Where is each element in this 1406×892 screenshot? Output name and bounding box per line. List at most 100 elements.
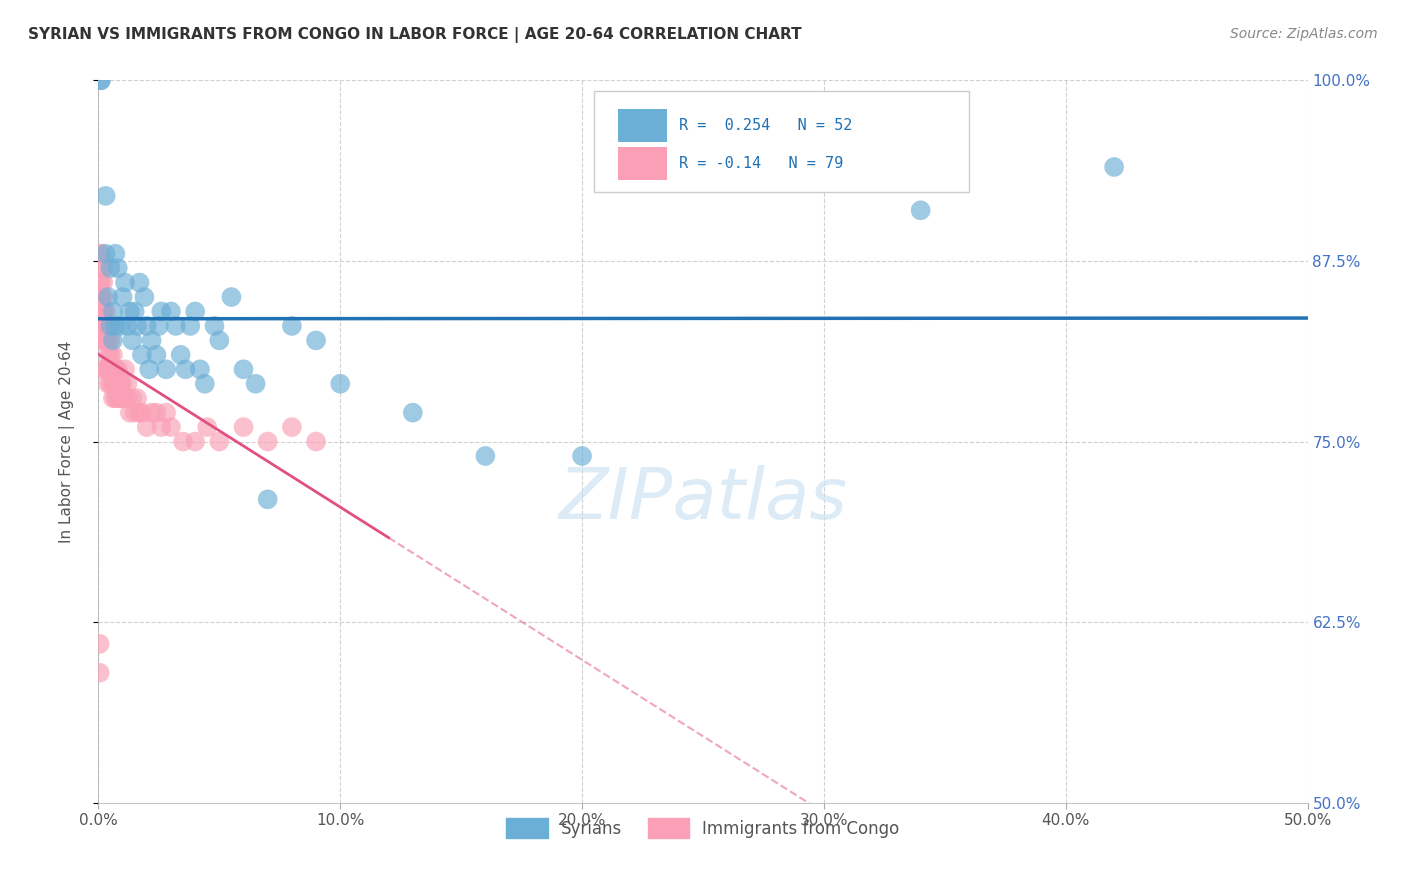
- Point: [128, 276, 150, 290]
- Point: [108, 376, 131, 391]
- Point: [160, 420, 183, 434]
- Point: [208, 334, 231, 348]
- Text: R =  0.254   N = 52: R = 0.254 N = 52: [679, 118, 852, 133]
- Point: [232, 420, 254, 434]
- Point: [104, 391, 127, 405]
- Point: [114, 362, 136, 376]
- Point: [91, 362, 114, 376]
- Point: [571, 449, 593, 463]
- Point: [114, 391, 136, 405]
- Point: [91, 318, 114, 333]
- Point: [101, 391, 124, 405]
- Text: SYRIAN VS IMMIGRANTS FROM CONGO IN LABOR FORCE | AGE 20-64 CORRELATION CHART: SYRIAN VS IMMIGRANTS FROM CONGO IN LABOR…: [28, 27, 801, 43]
- FancyBboxPatch shape: [595, 91, 969, 193]
- Point: [100, 362, 122, 376]
- Point: [97, 362, 120, 376]
- Point: [117, 376, 139, 391]
- Point: [117, 391, 139, 405]
- Point: [94, 189, 117, 203]
- Point: [148, 318, 170, 333]
- Point: [91, 334, 114, 348]
- Point: [91, 304, 114, 318]
- Point: [160, 304, 183, 318]
- Point: [184, 304, 207, 318]
- Point: [91, 276, 114, 290]
- Point: [108, 318, 131, 333]
- Point: [305, 434, 328, 449]
- Bar: [619, 109, 666, 142]
- Point: [165, 318, 187, 333]
- Point: [141, 334, 163, 348]
- Point: [155, 406, 177, 420]
- Point: [107, 362, 129, 376]
- Point: [150, 420, 173, 434]
- Point: [91, 290, 114, 304]
- Point: [108, 376, 131, 391]
- Point: [195, 420, 218, 434]
- Point: [94, 304, 117, 318]
- Point: [111, 391, 134, 405]
- Point: [89, 637, 111, 651]
- Point: [150, 304, 173, 318]
- Bar: [619, 147, 666, 180]
- Point: [104, 362, 127, 376]
- Y-axis label: In Labor Force | Age 20-64: In Labor Force | Age 20-64: [59, 341, 75, 542]
- Point: [117, 318, 139, 333]
- Point: [104, 376, 127, 391]
- Point: [329, 376, 352, 391]
- Point: [90, 304, 112, 318]
- Point: [141, 406, 163, 420]
- Point: [94, 334, 117, 348]
- Point: [281, 318, 304, 333]
- Point: [104, 318, 127, 333]
- Point: [97, 334, 120, 348]
- Point: [131, 348, 153, 362]
- Point: [104, 246, 127, 260]
- Point: [256, 492, 278, 507]
- Point: [91, 261, 114, 276]
- Point: [221, 290, 243, 304]
- Point: [256, 434, 278, 449]
- Point: [101, 334, 124, 348]
- Point: [124, 304, 146, 318]
- Point: [94, 318, 117, 333]
- Point: [97, 318, 120, 333]
- Point: [232, 362, 254, 376]
- Point: [101, 376, 124, 391]
- Point: [305, 334, 328, 348]
- Text: Source: ZipAtlas.com: Source: ZipAtlas.com: [1230, 27, 1378, 41]
- Point: [94, 246, 117, 260]
- Point: [90, 304, 112, 318]
- Point: [90, 261, 112, 276]
- Point: [188, 362, 211, 376]
- Point: [145, 348, 167, 362]
- Point: [134, 290, 156, 304]
- Point: [127, 318, 149, 333]
- Point: [101, 348, 124, 362]
- Point: [135, 420, 157, 434]
- Point: [474, 449, 496, 463]
- Point: [184, 434, 207, 449]
- Point: [100, 334, 122, 348]
- Point: [194, 376, 217, 391]
- Text: ZIPatlas: ZIPatlas: [558, 465, 848, 533]
- Text: R = -0.14   N = 79: R = -0.14 N = 79: [679, 156, 844, 171]
- Point: [97, 362, 120, 376]
- Point: [245, 376, 267, 391]
- Point: [90, 318, 112, 333]
- Point: [118, 406, 141, 420]
- Point: [89, 246, 111, 260]
- Point: [104, 362, 127, 376]
- Point: [89, 665, 111, 680]
- Point: [127, 391, 149, 405]
- Point: [135, 318, 157, 333]
- Point: [97, 376, 120, 391]
- Point: [131, 406, 153, 420]
- Point: [107, 376, 129, 391]
- Point: [281, 420, 304, 434]
- Point: [101, 304, 124, 318]
- Point: [100, 318, 122, 333]
- Point: [90, 290, 112, 304]
- Point: [91, 334, 114, 348]
- Point: [111, 376, 134, 391]
